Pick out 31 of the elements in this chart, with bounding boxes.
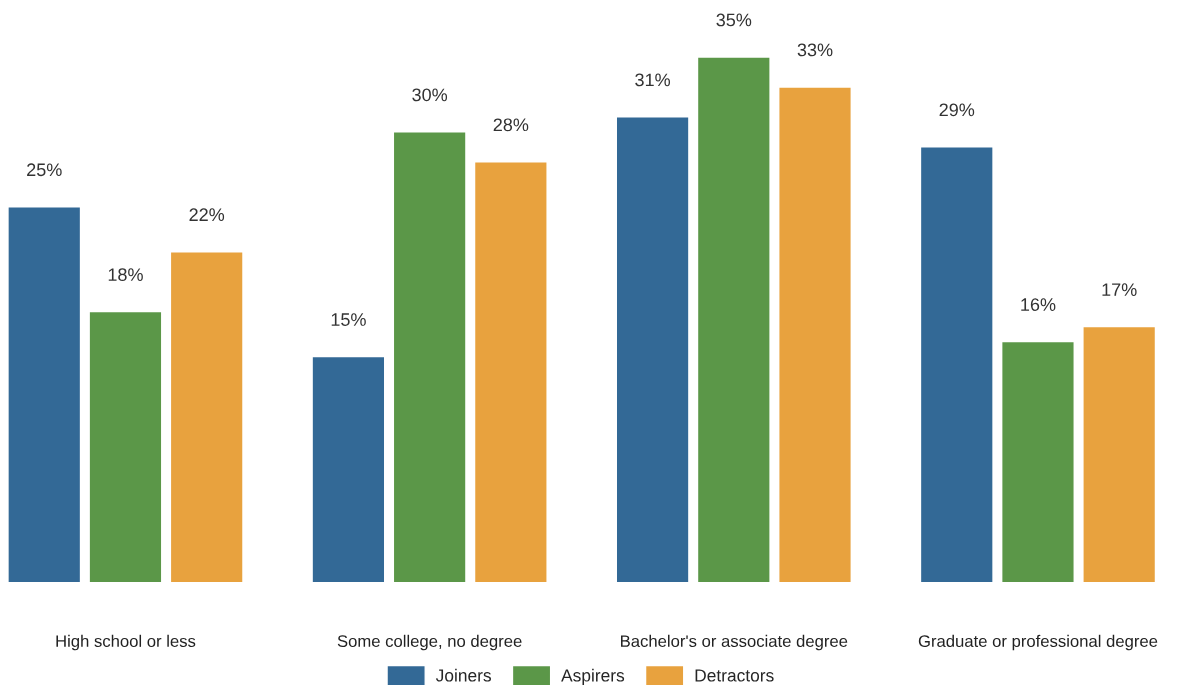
- bar: [8, 207, 80, 582]
- bar: [171, 252, 243, 582]
- bar: [312, 357, 385, 582]
- data-label: 33%: [797, 43, 833, 57]
- bar: [89, 312, 162, 582]
- data-label: 17%: [1102, 283, 1137, 296]
- x-tick-label: Graduate or professional degree: [918, 634, 1158, 651]
- legend-label: Joiners: [435, 668, 491, 682]
- data-label: 28%: [493, 118, 529, 132]
- data-label: 18%: [108, 268, 143, 281]
- data-label: 22%: [189, 208, 225, 222]
- data-label: 29%: [939, 103, 975, 117]
- data-label: 35%: [716, 13, 752, 27]
- bar: [1002, 342, 1074, 582]
- data-label: 15%: [331, 313, 366, 326]
- x-tick-label: High school or less: [56, 634, 196, 651]
- bar: [475, 162, 547, 582]
- bar: [779, 87, 851, 582]
- x-tick-label: Some college, no degree: [337, 634, 522, 651]
- legend-label: Detractors: [695, 669, 774, 682]
- data-label: 16%: [1021, 298, 1056, 311]
- bar: [1083, 327, 1155, 582]
- data-label: 31%: [635, 73, 671, 87]
- bar: [617, 117, 689, 582]
- bar: [698, 57, 770, 582]
- legend-label: Aspirers: [561, 668, 625, 686]
- data-label: 25%: [27, 163, 62, 177]
- bar: [921, 147, 993, 582]
- bar: [394, 132, 466, 582]
- data-label: 30%: [412, 88, 448, 102]
- x-tick-label: Bachelor's or associate degree: [621, 634, 848, 651]
